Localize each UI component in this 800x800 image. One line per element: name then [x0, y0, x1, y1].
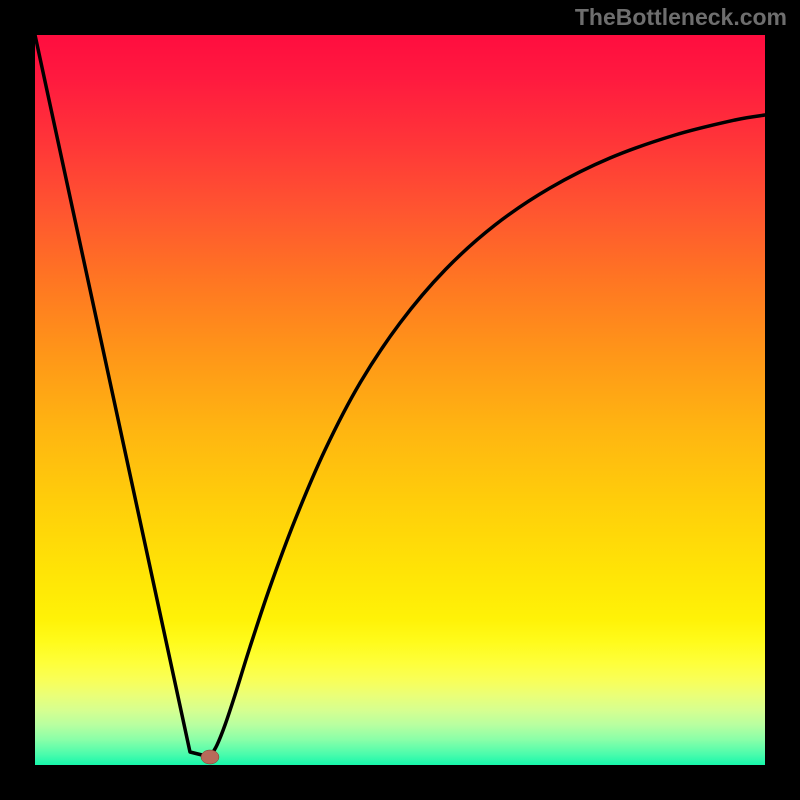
plot-svg	[35, 35, 765, 765]
minimum-marker	[201, 750, 219, 764]
plot-background	[35, 35, 765, 765]
watermark-text: TheBottleneck.com	[575, 4, 787, 31]
bottleneck-chart: TheBottleneck.com	[0, 0, 800, 800]
